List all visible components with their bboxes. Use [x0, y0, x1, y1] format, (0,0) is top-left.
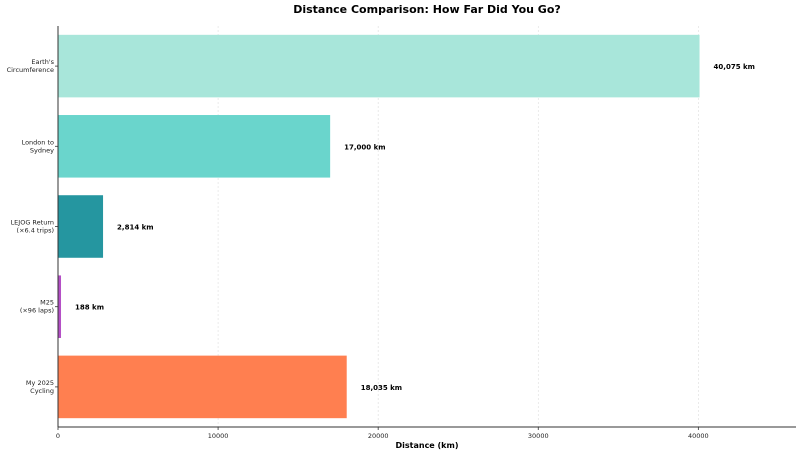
- y-tick-label: LEJOG Return (×6.4 trips): [11, 219, 54, 235]
- y-tick-label: Earth's Circumference: [7, 58, 55, 74]
- x-tick-label: 20000: [368, 432, 389, 440]
- x-tick-label: 0: [56, 432, 60, 440]
- y-tick-label: London to Sydney: [22, 138, 55, 154]
- y-tick-label: M25 (×96 laps): [20, 299, 54, 315]
- data-label: 17,000 km: [344, 143, 385, 151]
- y-tick-label: My 2025 Cycling: [26, 379, 54, 395]
- x-tick-label: 30000: [528, 432, 549, 440]
- data-label: 188 km: [75, 304, 104, 312]
- x-axis-label: Distance (km): [396, 441, 459, 450]
- data-label: 2,814 km: [117, 224, 154, 232]
- bar: [58, 195, 104, 258]
- x-tick-label: 10000: [208, 432, 229, 440]
- data-label: 40,075 km: [714, 63, 755, 71]
- bar: [58, 355, 347, 419]
- bar: [58, 34, 700, 98]
- x-tick-label: 40000: [688, 432, 709, 440]
- chart-title: Distance Comparison: How Far Did You Go?: [293, 3, 561, 16]
- bar: [58, 115, 331, 178]
- bar: [58, 275, 62, 338]
- data-label: 18,035 km: [361, 384, 402, 392]
